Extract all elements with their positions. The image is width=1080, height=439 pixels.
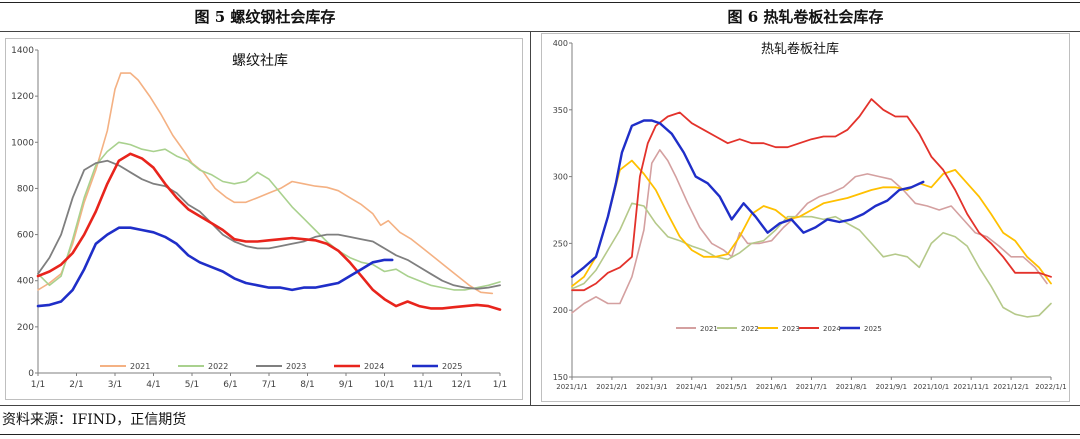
x-tick-label: 3/1 [108, 380, 122, 390]
legend-label-2024: 2024 [823, 325, 841, 333]
x-tick-label: 8/1 [300, 380, 314, 390]
top-border [0, 2, 1080, 3]
x-tick-label: 2021/12/1 [993, 383, 1029, 391]
x-tick-label: 6/1 [223, 380, 237, 390]
figure-5-caption: 图 5 螺纹钢社会库存 [194, 8, 336, 26]
series-line-2022 [571, 202, 1052, 318]
y-tick-label: 150 [553, 373, 568, 382]
x-tick-label: 2021/6/1 [756, 383, 787, 391]
bottom-border [0, 434, 1080, 435]
series-line-2021 [37, 72, 494, 295]
series-line-2024 [571, 98, 1052, 292]
y-tick-label: 600 [17, 231, 34, 241]
x-tick-label: 1/1 [31, 380, 45, 390]
chart-frame [5, 38, 523, 400]
series-line-2025 [36, 226, 394, 308]
hot-rolled-coil-inventory-svg: 150 200 250 300 350 400 2021/1/1 2021/2/1 2021/3… [541, 33, 1070, 402]
y-tick-label: 1200 [11, 92, 34, 102]
y-tick-label: 350 [553, 106, 568, 115]
x-tick-label: 2021/2/1 [596, 383, 627, 391]
legend-label-2022: 2022 [741, 325, 759, 333]
x-tick-label: 2021/3/1 [636, 383, 667, 391]
legend-label-2021: 2021 [130, 362, 150, 371]
y-tick-label: 1400 [11, 46, 34, 56]
caption-divider [0, 31, 1080, 32]
legend-label-2023: 2023 [782, 325, 800, 333]
chart-title: 热轧卷板社库 [761, 41, 839, 57]
legend-label-2025: 2025 [442, 362, 462, 371]
x-tick-label: 2021/5/1 [716, 383, 747, 391]
y-tick-label: 300 [553, 173, 568, 182]
legend-label-2024: 2024 [364, 362, 384, 371]
x-tick-label: 2021/4/1 [676, 383, 707, 391]
y-tick-label: 400 [553, 39, 568, 48]
y-tick-label: 800 [17, 184, 34, 194]
hot-rolled-coil-inventory-chart: 150 200 250 300 350 400 2021/1/1 2021/2/1 2021/3… [541, 33, 1070, 402]
y-tick-label: 250 [553, 239, 568, 248]
x-tick-label: 7/1 [262, 380, 276, 390]
series-line-2022 [37, 141, 501, 291]
legend-label-2025: 2025 [864, 325, 882, 333]
x-tick-label: 2021/7/1 [796, 383, 827, 391]
series-line-2025 [570, 119, 925, 278]
y-tick-label: 1000 [11, 138, 34, 148]
rebar-inventory-svg: 0 200 400 600 800 1000 1200 1400 1/1 2/1 3/1 4/1 5/1… [5, 38, 523, 400]
x-tick-label: 11/1 [413, 380, 433, 390]
y-tick-label: 200 [17, 323, 34, 333]
legend-label-2022: 2022 [208, 362, 228, 371]
x-tick-label: 2021/10/1 [913, 383, 949, 391]
legend-label-2021: 2021 [700, 325, 718, 333]
x-tick-label: 12/1 [451, 380, 471, 390]
series-line-2023 [571, 159, 1052, 288]
x-tick-label: 2021/1/1 [556, 383, 587, 391]
y-tick-label: 200 [553, 306, 568, 315]
x-tick-label: 1/1 [493, 380, 507, 390]
x-tick-label: 2021/8/1 [836, 383, 867, 391]
column-divider [530, 31, 531, 405]
x-tick-label: 5/1 [185, 380, 199, 390]
x-tick-label: 4/1 [146, 380, 160, 390]
chart-title: 螺纹社库 [232, 53, 288, 69]
y-tick-label: 0 [28, 369, 34, 379]
y-tick-label: 400 [17, 277, 34, 287]
source-note: 资料来源：IFIND，正信期货 [2, 412, 187, 428]
x-tick-label: 10/1 [374, 380, 394, 390]
series-line-2024 [36, 152, 502, 311]
x-tick-label: 2022/1/1 [1035, 383, 1066, 391]
legend-label-2023: 2023 [286, 362, 306, 371]
x-tick-label: 2/1 [69, 380, 83, 390]
source-divider [0, 405, 1080, 406]
figure-6-caption: 图 6 热轧卷板社会库存 [727, 8, 884, 26]
x-tick-label: 2021/11/1 [953, 383, 989, 391]
x-tick-label: 9/1 [339, 380, 353, 390]
x-tick-label: 2021/9/1 [876, 383, 907, 391]
series-line-2023 [37, 159, 501, 290]
rebar-inventory-chart: 0 200 400 600 800 1000 1200 1400 1/1 2/1 3/1 4/1 5/1… [5, 38, 523, 400]
